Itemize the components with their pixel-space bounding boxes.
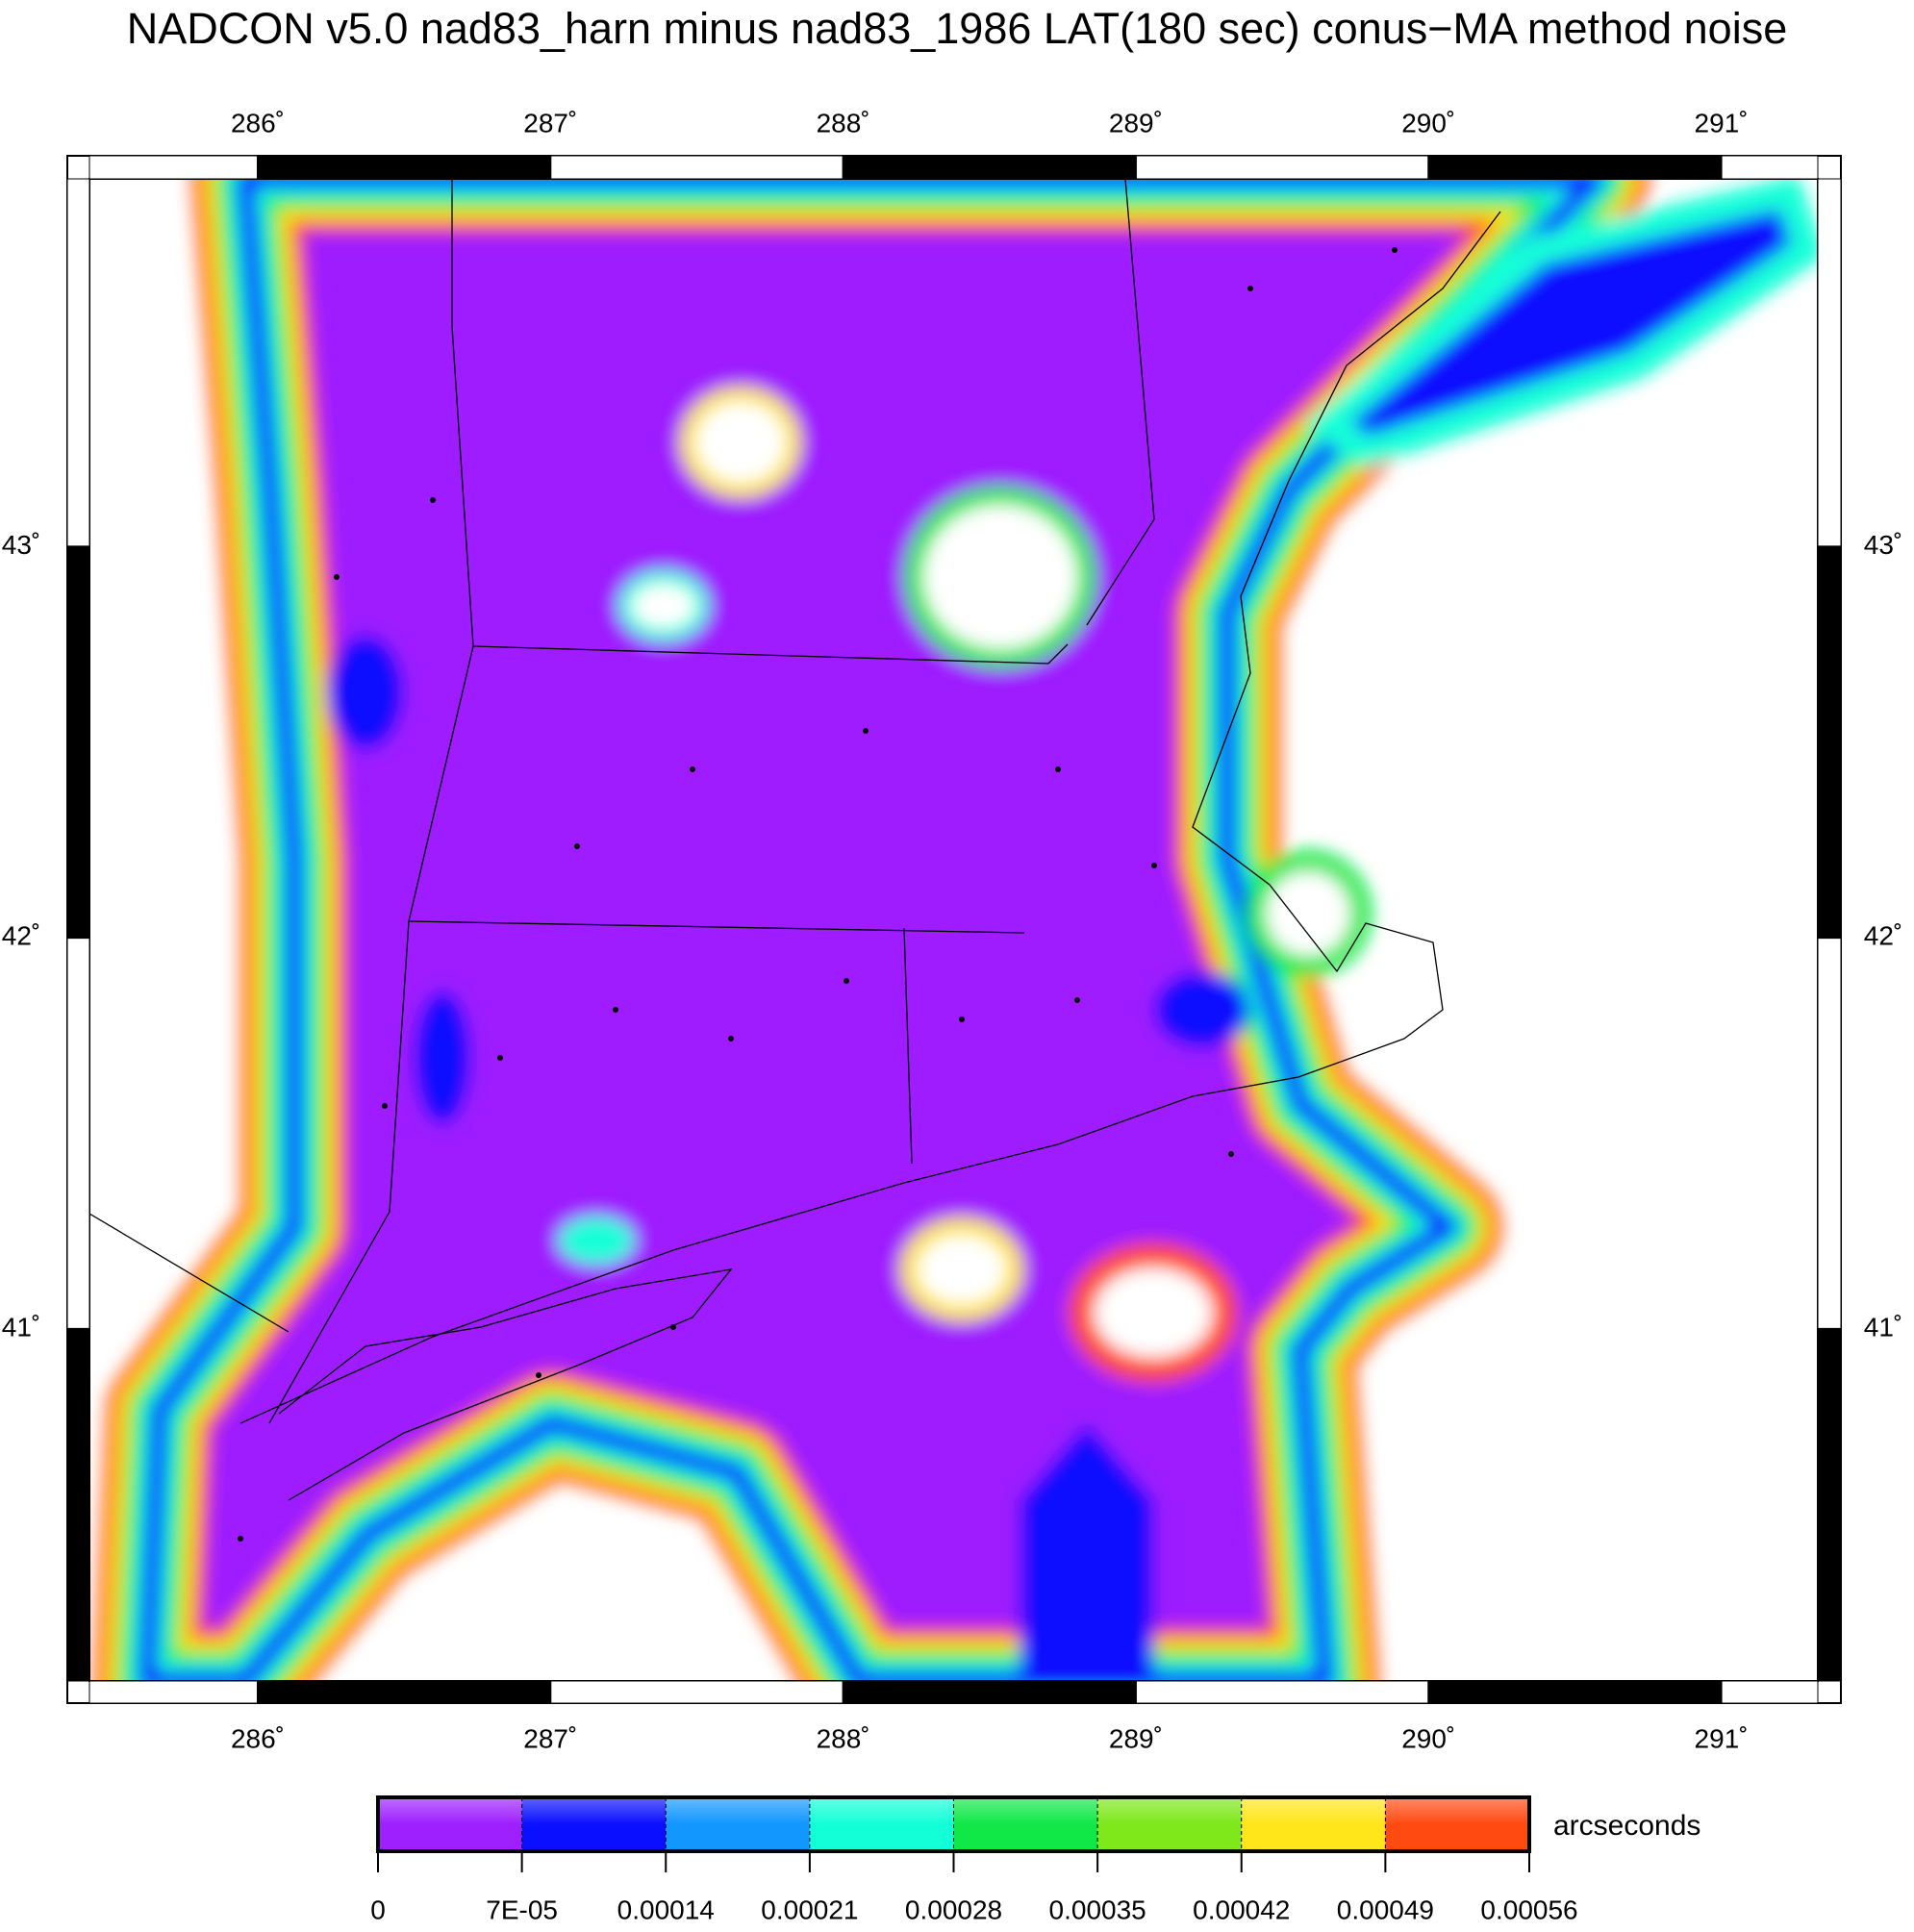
x-tick-label: 291˚: [1695, 108, 1749, 138]
colorbar-sheen: [666, 1797, 810, 1851]
x-tick-label: 290˚: [1401, 1723, 1455, 1753]
x-tick-label: 290˚: [1401, 108, 1455, 138]
colorbar-sheen: [809, 1797, 954, 1851]
x-tick-label: 289˚: [1109, 1723, 1163, 1753]
y-tick-label: 41˚: [2, 1312, 40, 1342]
frame-bar: [549, 155, 844, 180]
colorbar-sheen: [521, 1797, 667, 1851]
frame-bar: [1135, 155, 1429, 180]
frame-bar: [88, 155, 259, 180]
colorbar-tick-label: 0.00049: [1337, 1894, 1434, 1924]
y-tick-label: 43˚: [2, 530, 40, 560]
colorbar-tick-label: 0.00014: [617, 1894, 715, 1924]
frame-bar: [66, 1328, 90, 1682]
frame-bar: [1817, 937, 1842, 1330]
frame-bar: [66, 178, 90, 547]
frame-bar: [1817, 178, 1842, 547]
frame-bar: [1427, 155, 1723, 180]
frame-bar: [257, 155, 551, 180]
colorbar-tick-label: 0.00021: [761, 1894, 858, 1924]
colorbar-tick-label: 0.00056: [1480, 1894, 1577, 1924]
colorbar-tick-label: 7E-05: [486, 1894, 558, 1924]
y-tick-label: 42˚: [1864, 921, 1902, 951]
colorbar-tick-label: 0: [370, 1894, 386, 1924]
y-tick-label: 41˚: [1864, 1312, 1902, 1342]
y-tick-label: 43˚: [1864, 530, 1902, 560]
frame-bar: [1721, 155, 1819, 180]
colorbar-label: arcseconds: [1553, 1810, 1700, 1842]
x-tick-label: 287˚: [523, 1723, 577, 1753]
noise-field: [89, 179, 1818, 1681]
colorbar-tick-label: 0.00035: [1049, 1894, 1146, 1924]
frame-bar: [843, 155, 1137, 180]
frame-bar: [843, 1680, 1137, 1704]
frame-bar: [1721, 1680, 1819, 1704]
x-tick-label: 286˚: [231, 108, 285, 138]
x-tick-label: 291˚: [1695, 1723, 1749, 1753]
frame-bar: [1427, 1680, 1723, 1704]
colorbar-tick-label: 0.00028: [905, 1894, 1002, 1924]
frame-bar: [88, 1680, 259, 1704]
frame-bar: [1135, 1680, 1429, 1704]
y-tick-label: 42˚: [2, 921, 40, 951]
x-tick-label: 287˚: [523, 108, 577, 138]
frame-bar: [66, 937, 90, 1330]
frame-bar: [257, 1680, 551, 1704]
colorbar-sheen: [378, 1797, 522, 1851]
colorbar-sheen: [1385, 1797, 1529, 1851]
colorbar-sheen: [1241, 1797, 1386, 1851]
colorbar-sheen: [953, 1797, 1098, 1851]
frame-bar: [549, 1680, 844, 1704]
frame-bar: [1817, 545, 1842, 939]
frame-bar: [1817, 1328, 1842, 1682]
x-tick-label: 288˚: [817, 1723, 870, 1753]
x-tick-label: 288˚: [817, 108, 870, 138]
frame-bar: [66, 545, 90, 939]
chart-title: NADCON v5.0 nad83_harn minus nad83_1986 …: [127, 4, 1787, 53]
colorbar-tick-label: 0.00042: [1193, 1894, 1290, 1924]
colorbar-sheen: [1097, 1797, 1242, 1851]
x-tick-label: 289˚: [1109, 108, 1163, 138]
x-tick-label: 286˚: [231, 1723, 285, 1753]
